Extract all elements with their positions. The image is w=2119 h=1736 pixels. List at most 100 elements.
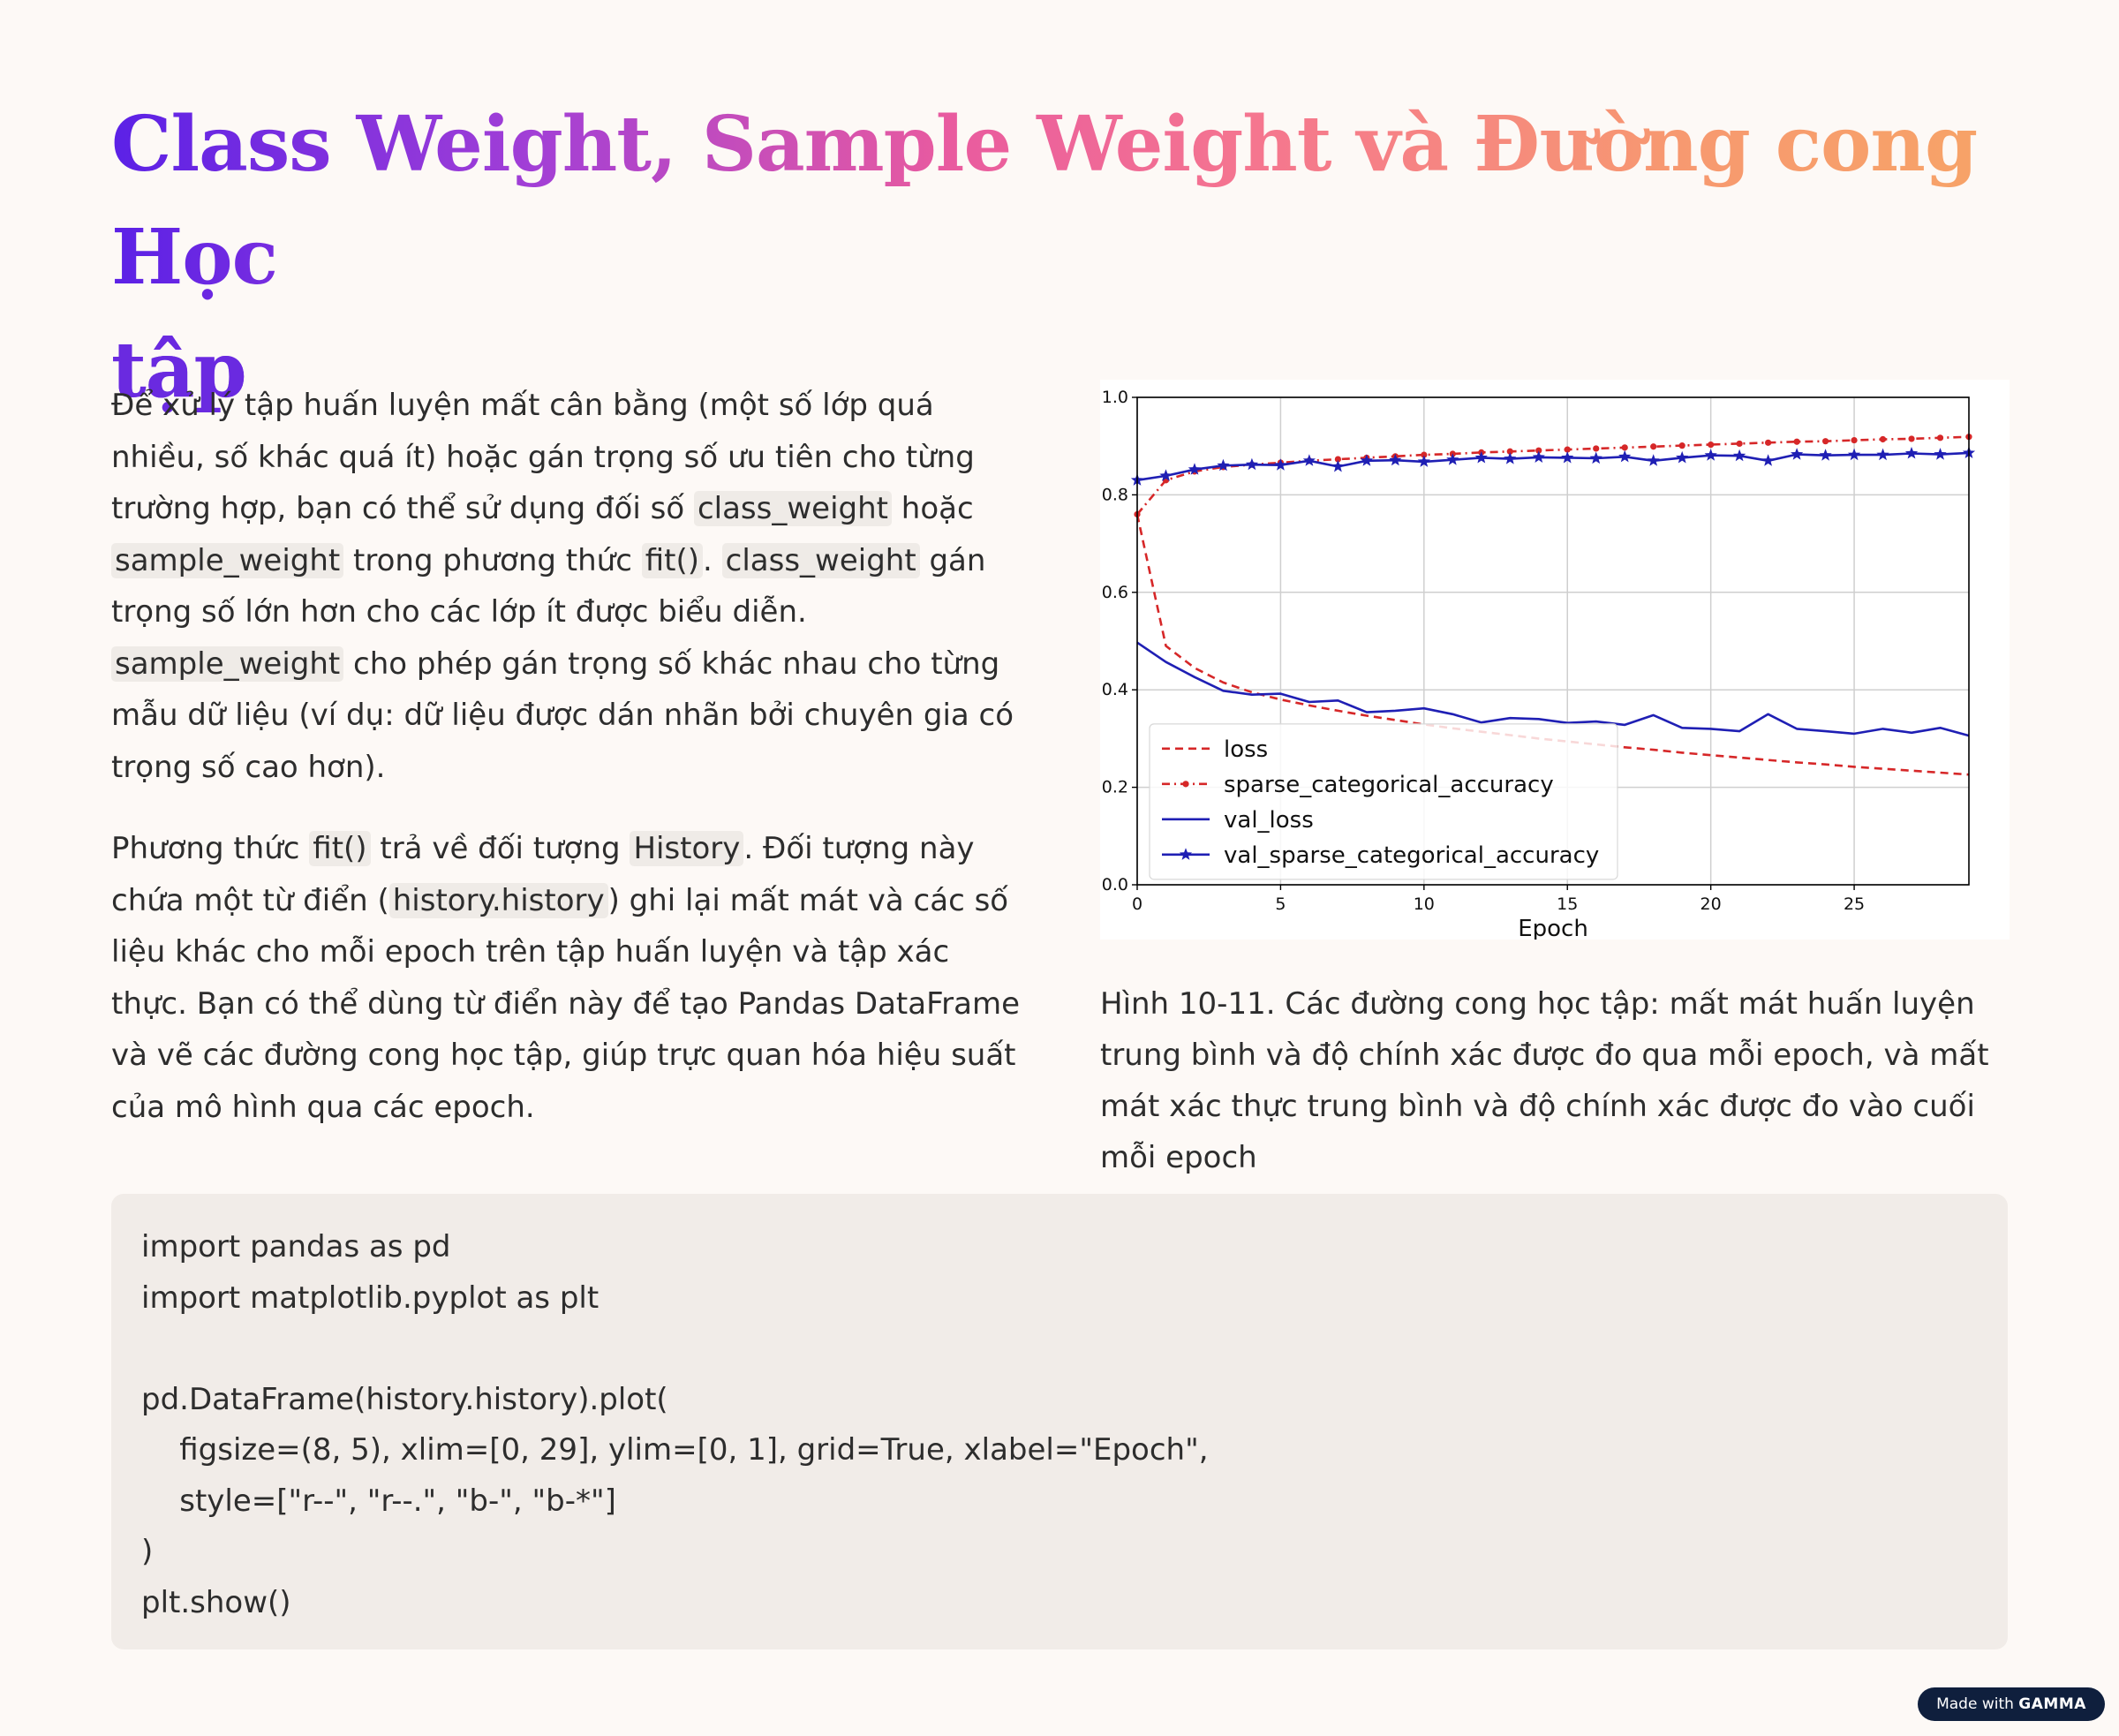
legend-label: sparse_categorical_accuracy (1224, 772, 1554, 798)
inline-code-class-weight: class_weight (693, 491, 892, 526)
code-line: style=["r--", "r--.", "b-", "b-*"] (141, 1483, 616, 1519)
legend-marker (1182, 781, 1189, 788)
code-line: import matplotlib.pyplot as plt (141, 1279, 600, 1316)
series-marker (1793, 438, 1800, 445)
series-marker (1506, 448, 1513, 455)
x-tick-label: 10 (1414, 894, 1435, 914)
series-marker (1647, 454, 1660, 466)
code-line: ) (141, 1534, 154, 1569)
text-span: . Đối tượng này chứa một từ điển ( (111, 831, 975, 918)
title-line-1: Class Weight, Sample Weight và Đường con… (111, 100, 1978, 302)
series-marker (1821, 438, 1829, 445)
series-marker (1564, 446, 1571, 453)
series-line (1136, 641, 1970, 737)
inline-code-fit: fit() (641, 542, 703, 578)
series-loss (1135, 514, 1970, 776)
made-with-gamma-badge[interactable]: Made with GAMMA (1918, 1687, 2105, 1721)
paragraph-1: Để xử lý tập huấn luyện mất cân bằng (mộ… (111, 380, 1029, 793)
series-marker (1708, 441, 1715, 449)
series-marker (1159, 469, 1173, 481)
y-tick-label: 0.6 (1102, 583, 1128, 602)
legend-box (1149, 723, 1618, 880)
y-tick-label: 0.2 (1102, 778, 1128, 797)
chart-svg: 0 5 10 15 20 25 0.0 0.2 0.4 0.6 0.8 1.0 Epoch loss s… (1102, 388, 1976, 940)
series-line (1136, 451, 1970, 482)
inline-code-history: History (630, 831, 744, 866)
legend-label: val_sparse_categorical_accuracy (1224, 842, 1599, 869)
x-tick-label: 0 (1132, 894, 1142, 914)
series-marker (1245, 457, 1259, 471)
text-span: cho phép gán trọng số khác nhau cho từng… (111, 645, 1014, 785)
figure-caption: Hình 10-11. Các đường cong học tập: mất … (1100, 986, 1989, 1175)
series-marker (1736, 440, 1743, 448)
series-marker (1621, 444, 1628, 451)
inline-code-history-history: history.history (388, 882, 608, 918)
series-sparse-categorical-accuracy (1134, 434, 1972, 518)
series-marker (1334, 456, 1341, 463)
code-line: import pandas as pd (141, 1229, 451, 1264)
legend-marker (1179, 848, 1193, 860)
series-marker (1879, 435, 1887, 443)
series-marker (1389, 453, 1402, 466)
text-span: trả về đối tượng (370, 831, 630, 866)
series-marker (1678, 442, 1685, 449)
inline-code-sample-weight: sample_weight (111, 542, 344, 578)
series-marker (1331, 459, 1345, 472)
x-axis-label: Epoch (1518, 916, 1588, 940)
legend-label: loss (1224, 736, 1268, 763)
series-marker (1589, 451, 1602, 464)
series-marker (1934, 448, 1947, 460)
series-marker (1421, 451, 1428, 458)
y-tick-label: 1.0 (1102, 388, 1128, 407)
figure: 0 5 10 15 20 25 0.0 0.2 0.4 0.6 0.8 1.0 Epoch loss s… (1100, 380, 2010, 1183)
chart-series (1130, 434, 1976, 776)
series-marker (1474, 450, 1488, 464)
code-block: import pandas as pd import matplotlib.py… (111, 1194, 2008, 1649)
series-marker (1851, 436, 1858, 444)
x-tick-label: 25 (1844, 894, 1865, 914)
code-line: plt.show() (141, 1584, 291, 1620)
code-line: figsize=(8, 5), xlim=[0, 29], ylim=[0, 1… (141, 1432, 1209, 1468)
text-span: . (703, 542, 722, 578)
text-span: gán trọng số lớn hơn cho các lớp ít được… (111, 542, 986, 630)
series-marker (1936, 434, 1944, 442)
series-marker (1618, 449, 1632, 463)
series-line (1135, 514, 1970, 776)
text-span: hoặc (891, 491, 974, 526)
series-marker (1765, 439, 1772, 446)
text-span: trong phương thức (343, 542, 642, 578)
series-marker (1904, 447, 1919, 459)
series-marker (1274, 458, 1287, 471)
code-line (141, 1324, 1978, 1375)
text-span: Để xử lý tập huấn luyện mất cân bằng (mộ… (111, 388, 975, 526)
series-marker (1847, 448, 1861, 461)
y-tick-label: 0.8 (1102, 485, 1128, 504)
series-val-sparse-categorical-accuracy (1130, 446, 1976, 486)
badge-brand: GAMMA (2018, 1695, 2086, 1713)
title-line-2: tập (111, 326, 247, 415)
series-marker (1302, 454, 1316, 466)
inline-code-class-weight: class_weight (721, 542, 920, 578)
chart-ticks: 0 5 10 15 20 25 0.0 0.2 0.4 0.6 0.8 1.0 (1102, 388, 1865, 914)
series-marker (1908, 435, 1915, 442)
series-val-loss (1136, 641, 1970, 737)
series-marker (1446, 453, 1459, 465)
series-marker (1532, 450, 1545, 463)
learning-curve-chart: 0 5 10 15 20 25 0.0 0.2 0.4 0.6 0.8 1.0 Epoch loss s… (1100, 380, 2010, 940)
code-line: pd.DataFrame(history.history).plot( (141, 1381, 668, 1417)
series-line (1136, 435, 1970, 516)
series-marker (1417, 455, 1430, 467)
x-tick-label: 15 (1557, 894, 1578, 914)
series-marker (1650, 443, 1657, 450)
inline-code-fit: fit() (309, 831, 371, 866)
x-tick-label: 20 (1700, 894, 1722, 914)
series-marker (1593, 445, 1600, 452)
series-marker (1504, 452, 1517, 464)
body-text: Để xử lý tập huấn luyện mất cân bằng (mộ… (111, 380, 1029, 1163)
series-marker (1188, 463, 1202, 475)
y-tick-label: 0.4 (1102, 680, 1128, 699)
page-title: Class Weight, Sample Weight và Đường con… (111, 88, 2018, 427)
legend-label: val_loss (1224, 807, 1314, 834)
paragraph-2: Phương thức fit() trả về đối tượng Histo… (111, 823, 1029, 1133)
axes-frame (1136, 396, 1970, 886)
